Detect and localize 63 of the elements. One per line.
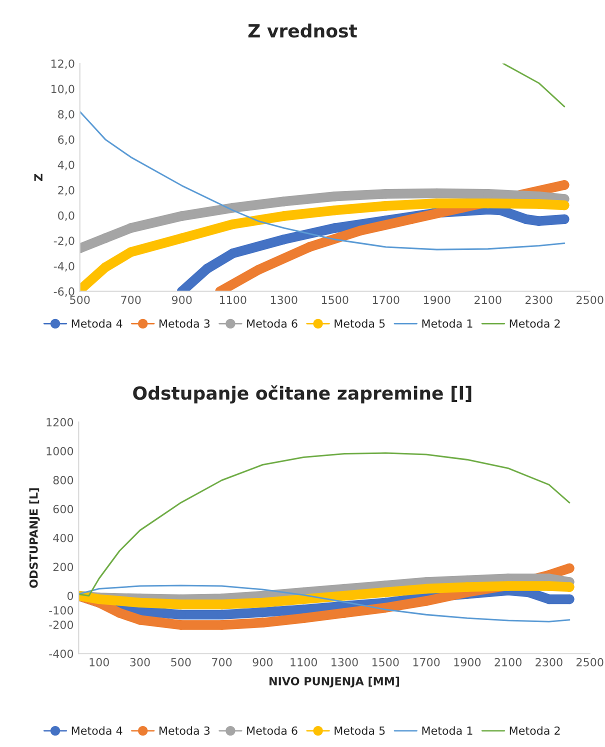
y-tick-label: -2,0 bbox=[54, 236, 74, 246]
x-tick-label: 500 bbox=[171, 658, 191, 666]
x-tick-label: 1300 bbox=[270, 296, 298, 304]
x-tick-label: 1700 bbox=[413, 658, 440, 666]
x-tick-label: 2500 bbox=[576, 658, 604, 666]
x-tick-label: 700 bbox=[121, 296, 141, 304]
y-tick-label: 1000 bbox=[46, 446, 74, 456]
x-tick-label: 500 bbox=[70, 296, 90, 304]
legend-label: Metoda 5 bbox=[334, 726, 385, 735]
y-tick-label: 1200 bbox=[46, 418, 74, 426]
line-series bbox=[78, 452, 570, 596]
x-tick-label: 1500 bbox=[322, 296, 348, 304]
y-tick-label: 12,0 bbox=[51, 59, 74, 70]
chart-title: Odstupanje očitane zapremine [l] bbox=[133, 385, 472, 404]
chart-title: Z vrednost bbox=[248, 24, 358, 38]
x-tick-label: 1900 bbox=[424, 296, 450, 304]
y-tick-label: 2,0 bbox=[58, 186, 74, 196]
y-tick-label: 8,0 bbox=[58, 110, 74, 120]
legend-label: Metoda 4 bbox=[72, 319, 122, 328]
legend-label: Metoda 2 bbox=[510, 726, 560, 735]
legend-label: Metoda 4 bbox=[72, 726, 122, 735]
legend-label: Metoda 6 bbox=[247, 726, 298, 735]
y-tick-label: 4,0 bbox=[58, 160, 74, 170]
x-tick-label: 1100 bbox=[220, 296, 246, 304]
x-axis-title: NIVO PUNJENJA [MM] bbox=[270, 676, 400, 688]
legend-label: Metoda 5 bbox=[334, 319, 385, 328]
x-tick-label: 2100 bbox=[474, 296, 502, 304]
y-axis-title: ODSTUPANJE [L] bbox=[29, 488, 40, 588]
x-tick-label: 900 bbox=[172, 296, 192, 304]
y-tick-label: 0,0 bbox=[58, 211, 74, 221]
x-tick-label: 1900 bbox=[454, 658, 481, 666]
legend-label: Metoda 3 bbox=[160, 726, 210, 735]
x-tick-label: 2300 bbox=[536, 658, 562, 666]
y-tick-label: 6,0 bbox=[58, 135, 74, 145]
x-tick-label: 700 bbox=[212, 658, 232, 666]
y-tick-label: -4,0 bbox=[54, 262, 74, 272]
legend-label: Metoda 2 bbox=[510, 319, 560, 328]
x-tick-label: 300 bbox=[130, 658, 150, 666]
y-tick-label: 200 bbox=[53, 562, 74, 572]
y-tick-label: -200 bbox=[49, 620, 74, 630]
x-tick-label: 1700 bbox=[372, 296, 400, 304]
y-tick-label: 400 bbox=[53, 534, 74, 542]
y-tick-label: -100 bbox=[49, 606, 74, 615]
legend-label: Metoda 6 bbox=[247, 319, 298, 328]
x-tick-label: 1500 bbox=[372, 658, 399, 666]
x-tick-label: 2500 bbox=[576, 296, 604, 304]
x-tick-label: 1100 bbox=[290, 658, 317, 666]
y-tick-label: -6,0 bbox=[54, 287, 74, 297]
y-tick-label: -400 bbox=[49, 650, 74, 658]
x-tick-label: 1300 bbox=[332, 658, 358, 666]
legend-label: Metoda 3 bbox=[160, 319, 210, 328]
y-tick-label: 0 bbox=[67, 592, 74, 600]
x-tick-label: 900 bbox=[252, 658, 273, 666]
x-tick-label: 2300 bbox=[526, 296, 552, 304]
x-tick-label: 2100 bbox=[494, 658, 522, 666]
y-tick-label: 800 bbox=[53, 476, 74, 484]
y-tick-label: 10,0 bbox=[51, 84, 74, 94]
legend-label: Metoda 1 bbox=[422, 726, 472, 735]
y-axis-title: Z bbox=[34, 174, 42, 181]
y-tick-label: 600 bbox=[53, 504, 74, 514]
line-series bbox=[80, 110, 566, 250]
x-tick-label: 100 bbox=[90, 658, 109, 666]
legend-label: Metoda 1 bbox=[422, 319, 472, 328]
